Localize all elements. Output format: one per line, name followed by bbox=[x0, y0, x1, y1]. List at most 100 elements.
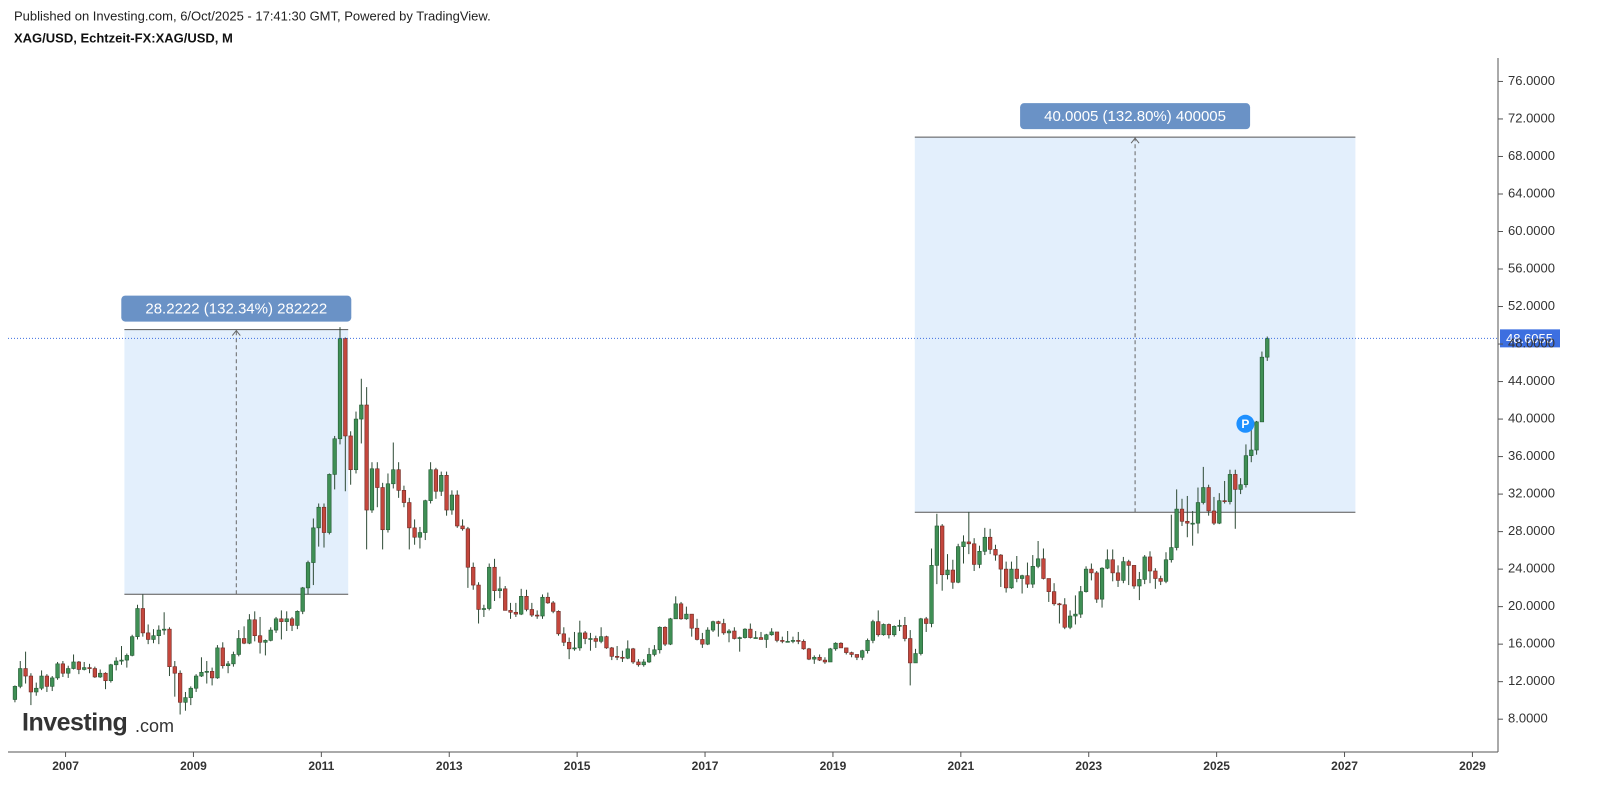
candle-body bbox=[918, 618, 923, 654]
candle-body bbox=[812, 656, 817, 660]
candle-body bbox=[908, 638, 913, 664]
candle-body bbox=[551, 602, 556, 612]
candle-body bbox=[567, 641, 572, 650]
candle-body bbox=[1067, 615, 1073, 628]
candle-body bbox=[119, 659, 124, 662]
candle-body bbox=[194, 675, 199, 689]
candle-body bbox=[1014, 568, 1019, 579]
x-tick-label: 2013 bbox=[436, 759, 463, 773]
candle-body bbox=[886, 624, 892, 636]
y-tick-label: 24.0000 bbox=[1508, 561, 1555, 576]
candle-body bbox=[492, 566, 497, 591]
range-label: 40.0005 (132.80%) 400005 bbox=[1044, 108, 1226, 125]
candle-body bbox=[1062, 604, 1067, 628]
candle-body bbox=[1051, 591, 1057, 605]
candle-body bbox=[774, 631, 780, 641]
candle-body bbox=[1158, 578, 1163, 582]
candle-body bbox=[87, 667, 92, 669]
candle-body bbox=[513, 611, 518, 615]
candle-body bbox=[391, 469, 396, 485]
candle-body bbox=[902, 625, 907, 639]
candle-body bbox=[1115, 572, 1121, 581]
candle-body bbox=[956, 546, 961, 583]
candle-body bbox=[625, 648, 630, 659]
candle-body bbox=[98, 672, 103, 678]
candle-body bbox=[657, 626, 662, 651]
candle-body bbox=[103, 672, 108, 682]
candle-body bbox=[1009, 568, 1014, 589]
x-tick-label: 2011 bbox=[308, 759, 334, 773]
candle-body bbox=[524, 596, 529, 610]
candle-body bbox=[940, 525, 945, 576]
candle-body bbox=[241, 638, 247, 644]
y-tick-label: 68.0000 bbox=[1508, 148, 1555, 163]
candle-body bbox=[423, 500, 428, 533]
candle-body bbox=[146, 632, 151, 640]
candle-body bbox=[870, 621, 876, 641]
candle-body bbox=[529, 609, 534, 616]
candle-body bbox=[1238, 484, 1243, 490]
x-tick-label: 2023 bbox=[1075, 759, 1102, 773]
candle-body bbox=[993, 549, 998, 556]
candle-body bbox=[439, 475, 444, 492]
candle-body bbox=[1142, 556, 1147, 580]
candle-body bbox=[753, 637, 758, 639]
published-note: Published on Investing.com, 6/Oct/2025 -… bbox=[14, 8, 491, 23]
candle-body bbox=[977, 551, 982, 565]
candle-body bbox=[156, 629, 161, 637]
candle-body bbox=[540, 596, 545, 617]
candle-body bbox=[369, 468, 375, 511]
candle-body bbox=[854, 654, 860, 658]
candle-body bbox=[487, 566, 492, 609]
candle-body bbox=[758, 637, 764, 640]
candle-body bbox=[801, 641, 806, 650]
symbol-title: XAG/USD, Echtzeit-FX:XAG/USD, M bbox=[14, 30, 233, 45]
candle-body bbox=[225, 663, 231, 667]
candle-body bbox=[295, 611, 300, 626]
candle-body bbox=[1249, 449, 1254, 456]
candle-body bbox=[1217, 500, 1222, 524]
candle-body bbox=[12, 686, 18, 700]
x-tick-label: 2025 bbox=[1203, 759, 1230, 773]
candle-body bbox=[1030, 566, 1035, 585]
candle-body bbox=[604, 636, 609, 649]
x-tick-label: 2019 bbox=[820, 759, 847, 773]
y-tick-label: 12.0000 bbox=[1508, 673, 1555, 688]
candle-body bbox=[151, 635, 156, 640]
watermark-suffix: .com bbox=[135, 716, 174, 736]
candle-body bbox=[60, 663, 66, 674]
candle-body bbox=[636, 661, 641, 666]
candle-body bbox=[327, 474, 332, 533]
candle-body bbox=[1147, 556, 1153, 572]
candle-body bbox=[1041, 558, 1046, 579]
candle-body bbox=[236, 638, 241, 655]
range-label-box bbox=[1020, 103, 1251, 130]
candle-body bbox=[1254, 421, 1259, 451]
candle-body bbox=[220, 647, 225, 667]
candle-body bbox=[380, 487, 385, 531]
candle-body bbox=[593, 638, 598, 642]
candle-body bbox=[130, 636, 135, 656]
last-price-box bbox=[1500, 329, 1560, 348]
candle-body bbox=[620, 656, 625, 659]
candle-body bbox=[343, 338, 348, 437]
candle-body bbox=[82, 667, 87, 670]
candle-body bbox=[806, 648, 812, 660]
marker-dot bbox=[1236, 414, 1255, 433]
candle-body bbox=[577, 632, 582, 649]
candle-body bbox=[188, 687, 193, 698]
candle-body bbox=[828, 648, 833, 663]
candle-body bbox=[998, 554, 1003, 570]
candle-body bbox=[23, 668, 28, 677]
candle-body bbox=[396, 469, 401, 491]
candle-body bbox=[769, 631, 774, 636]
candle-body bbox=[481, 608, 486, 610]
candle-layer bbox=[12, 327, 1270, 715]
candle-body bbox=[28, 675, 34, 693]
candle-body bbox=[1035, 558, 1041, 567]
candle-body bbox=[263, 640, 268, 643]
candle-body bbox=[1227, 474, 1233, 502]
x-tick-label: 2027 bbox=[1331, 759, 1358, 773]
candle-body bbox=[556, 611, 561, 635]
candle-body bbox=[1201, 487, 1206, 503]
